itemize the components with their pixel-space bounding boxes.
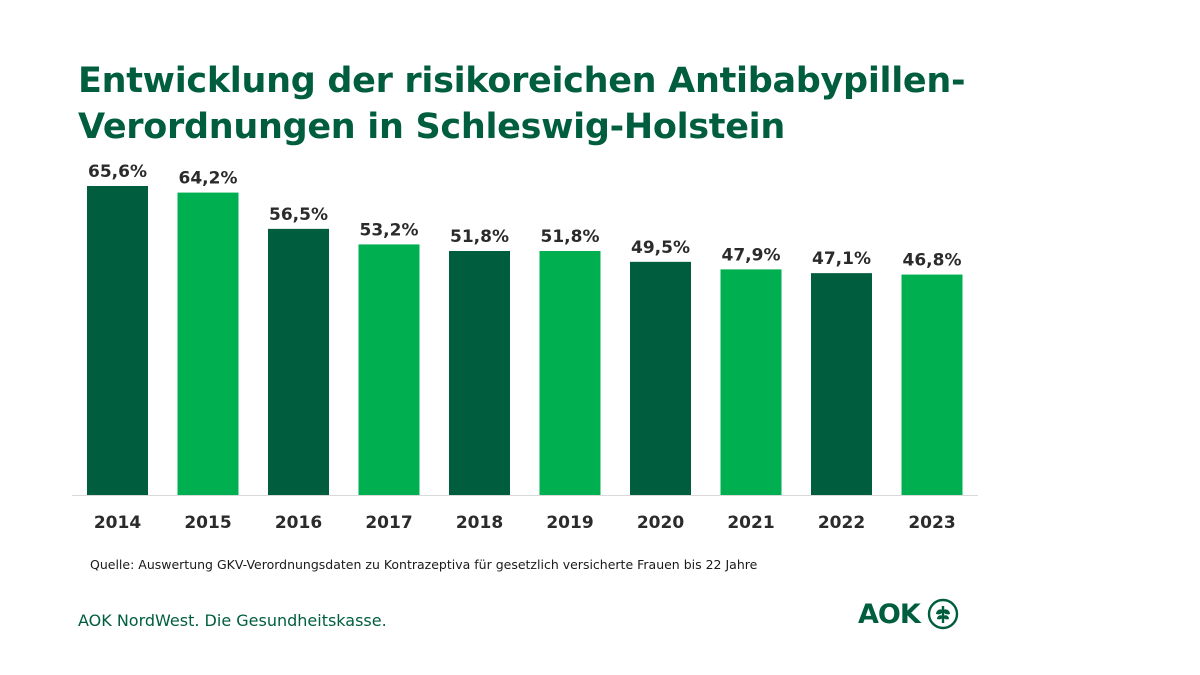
tree-emblem-icon <box>927 598 958 630</box>
data-label-2023: 46,8% <box>903 251 962 271</box>
x-tick-2023: 2023 <box>908 513 955 533</box>
chart-title: Entwicklung der risikoreichen Antibabypi… <box>78 58 1078 150</box>
bar-2015 <box>177 192 239 495</box>
data-label-2018: 51,8% <box>450 227 509 247</box>
bar-2018 <box>449 251 510 495</box>
data-label-2016: 56,5% <box>269 205 328 225</box>
logo-wordmark: AOK <box>858 598 921 630</box>
x-tick-2014: 2014 <box>94 513 141 533</box>
bar-2021 <box>720 269 782 495</box>
bar-2020 <box>630 261 691 495</box>
bar-2014 <box>87 186 148 495</box>
x-tick-2018: 2018 <box>456 513 503 533</box>
x-tick-2015: 2015 <box>184 513 231 533</box>
x-tick-2019: 2019 <box>546 513 593 533</box>
bar-2016 <box>268 228 329 496</box>
bar-2022 <box>811 273 872 495</box>
data-label-2017: 53,2% <box>360 220 419 240</box>
x-tick-2020: 2020 <box>637 513 684 533</box>
x-tick-2017: 2017 <box>365 513 412 533</box>
bar-2023 <box>901 274 963 495</box>
x-tick-2016: 2016 <box>275 513 322 533</box>
data-label-2021: 47,9% <box>722 245 781 265</box>
data-label-2022: 47,1% <box>812 249 871 269</box>
chart-title-line-2: Verordnungen in Schleswig-Holstein <box>78 107 785 147</box>
brand-tagline: AOK NordWest. Die Gesundheitskasse. <box>78 611 387 630</box>
data-label-2015: 64,2% <box>179 169 238 189</box>
data-label-2020: 49,5% <box>631 238 690 258</box>
source-note: Quelle: Auswertung GKV-Verordnungsdaten … <box>90 557 758 572</box>
data-label-2014: 65,6% <box>88 162 147 182</box>
chart-title-line-1: Entwicklung der risikoreichen Antibabypi… <box>78 61 966 101</box>
x-tick-2022: 2022 <box>818 513 865 533</box>
bar-2017 <box>358 244 420 495</box>
aok-logo: AOK <box>858 597 959 631</box>
bar-2019 <box>539 251 601 495</box>
data-label-2019: 51,8% <box>541 227 600 247</box>
x-tick-2021: 2021 <box>727 513 774 533</box>
